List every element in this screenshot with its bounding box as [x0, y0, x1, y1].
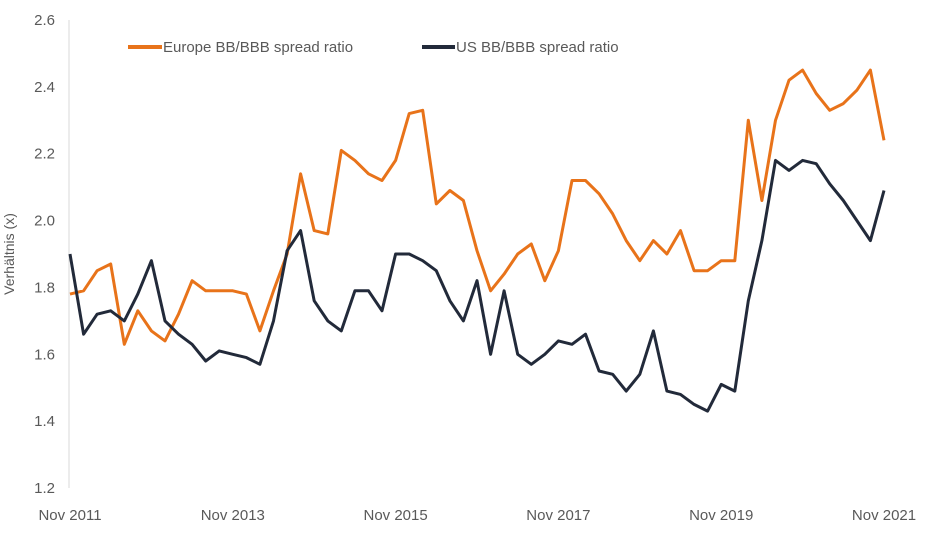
y-tick-label: 1.2 [34, 480, 55, 497]
y-tick-label: 2.2 [34, 146, 55, 163]
y-tick-label: 1.6 [34, 346, 55, 363]
series-line-us [68, 158, 886, 413]
y-tick-label: 1.8 [34, 279, 55, 296]
x-tick-label: Nov 2015 [363, 507, 427, 524]
legend: Europe BB/BBB spread ratio US BB/BBB spr… [128, 39, 619, 56]
x-tick-label: Nov 2011 [38, 507, 101, 524]
legend-label-us: US BB/BBB spread ratio [456, 39, 619, 56]
legend-label-europe: Europe BB/BBB spread ratio [163, 39, 353, 56]
y-tick-label: 2.0 [34, 213, 55, 230]
series-line-europe [69, 68, 886, 346]
y-tick-label: 1.4 [34, 413, 55, 430]
y-axis-label: Verhältnis (x) [1, 213, 17, 295]
y-tick-label: 2.4 [34, 79, 55, 96]
x-tick-label: Nov 2021 [852, 507, 916, 524]
x-tick-label: Nov 2017 [526, 507, 590, 524]
y-tick-label: 2.6 [34, 12, 55, 29]
x-tick-label: Nov 2013 [201, 507, 265, 524]
x-tick-label: Nov 2019 [689, 507, 753, 524]
